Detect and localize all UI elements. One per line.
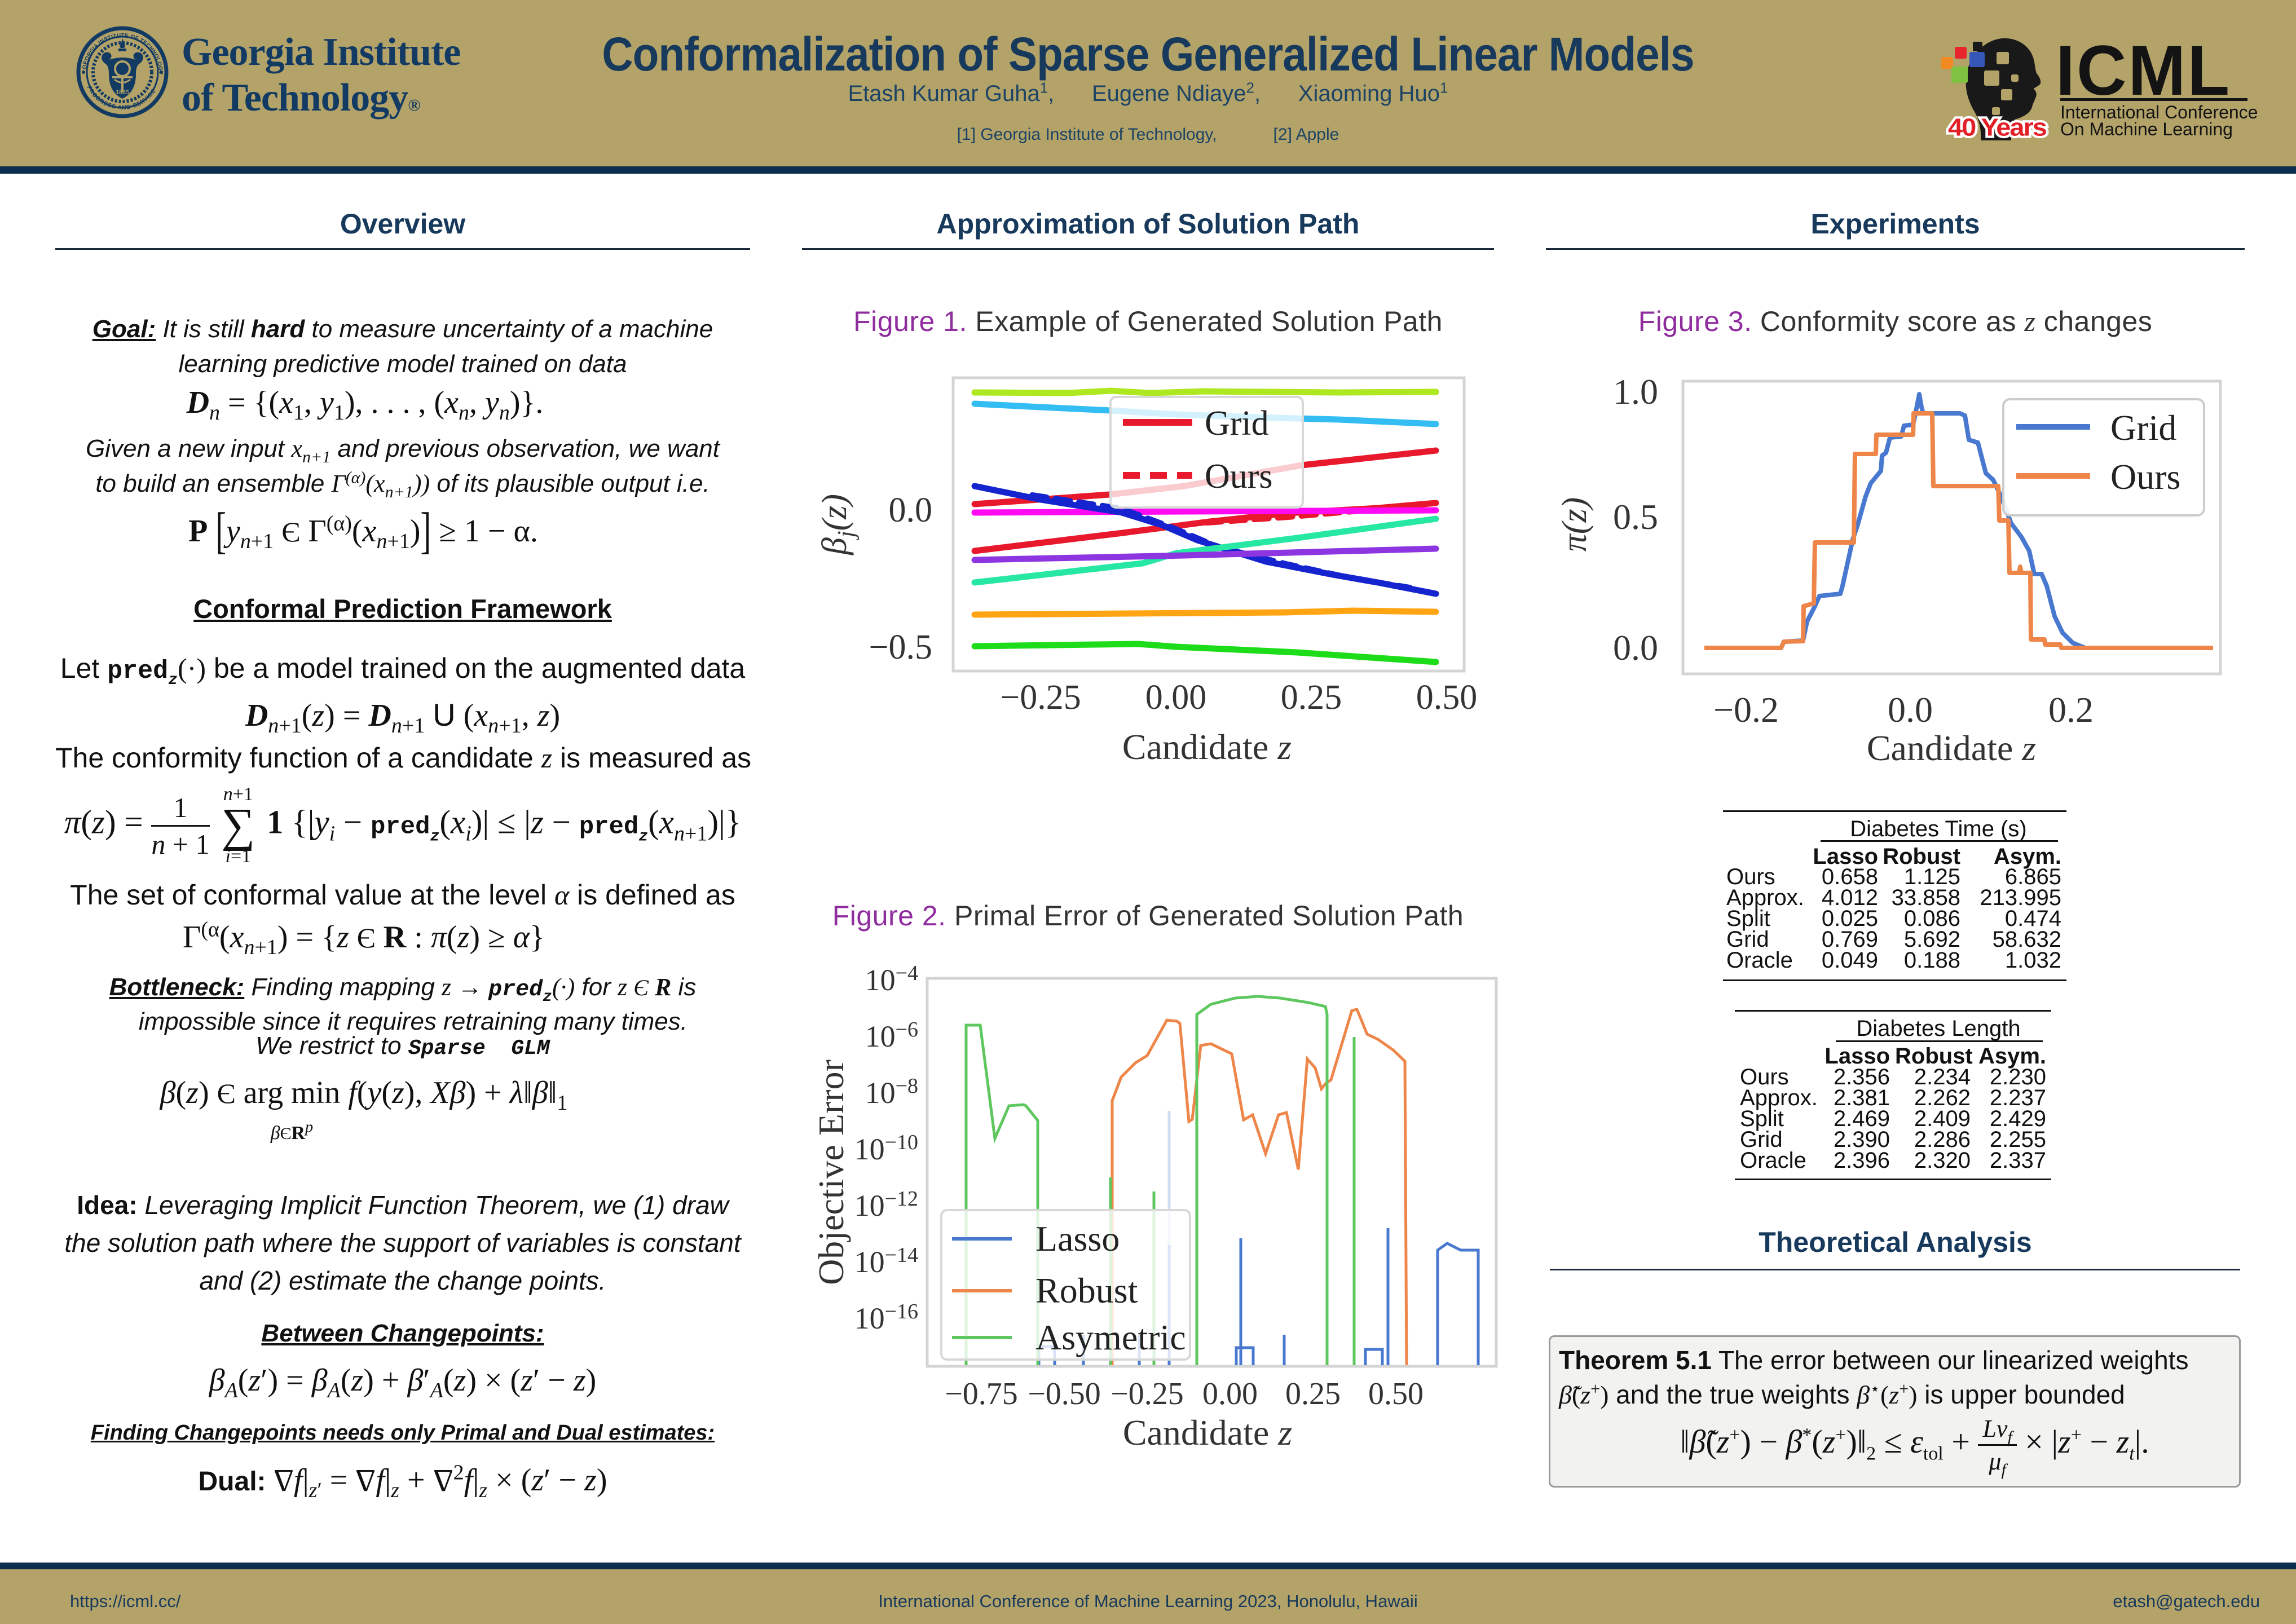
svg-text:−0.25: −0.25 [1000, 678, 1081, 717]
svg-text:0.00: 0.00 [1145, 678, 1207, 717]
svg-text:ICML: ICML [2056, 32, 2231, 110]
svg-text:−0.75: −0.75 [945, 1376, 1018, 1411]
svg-text:Candidate z: Candidate z [1122, 727, 1292, 767]
svg-text:0.5: 0.5 [1613, 497, 1658, 537]
svg-text:Objective Error: Objective Error [811, 1060, 851, 1285]
svg-text:10−6: 10−6 [865, 1018, 918, 1053]
svg-text:π(z): π(z) [1555, 497, 1594, 551]
svg-text:Grid: Grid [2110, 408, 2176, 448]
svg-text:0.0: 0.0 [1613, 628, 1658, 668]
svg-text:Robust: Robust [1035, 1270, 1138, 1310]
svg-text:0.25: 0.25 [1285, 1376, 1341, 1411]
svg-text:βj(z): βj(z) [816, 494, 860, 555]
svg-text:Candidate z: Candidate z [1867, 728, 2036, 767]
svg-text:−0.2: −0.2 [1713, 690, 1779, 730]
svg-text:0.0: 0.0 [889, 491, 933, 529]
svg-text:Candidate z: Candidate z [1123, 1413, 1292, 1453]
svg-text:Ours: Ours [1205, 457, 1273, 496]
svg-text:10−4: 10−4 [865, 961, 918, 997]
svg-text:10−8: 10−8 [865, 1074, 918, 1110]
svg-text:0.00: 0.00 [1202, 1376, 1258, 1411]
svg-text:10−14: 10−14 [854, 1243, 918, 1279]
svg-text:0.0: 0.0 [1888, 690, 1933, 730]
svg-text:−0.25: −0.25 [1110, 1376, 1184, 1411]
svg-text:0.2: 0.2 [2048, 690, 2094, 730]
svg-text:10−12: 10−12 [854, 1187, 918, 1223]
svg-text:International Conference: International Conference [2060, 102, 2258, 122]
svg-text:10−10: 10−10 [854, 1131, 918, 1166]
svg-text:0.50: 0.50 [1368, 1376, 1424, 1411]
svg-text:Lasso: Lasso [1035, 1219, 1120, 1259]
svg-text:1.0: 1.0 [1613, 372, 1658, 412]
svg-text:Ours: Ours [2110, 457, 2180, 497]
svg-text:On Machine Learning: On Machine Learning [2060, 119, 2233, 139]
svg-text:1885: 1885 [116, 88, 129, 96]
svg-text:Grid: Grid [1205, 404, 1269, 443]
svg-text:0.50: 0.50 [1416, 678, 1478, 717]
svg-text:−0.5: −0.5 [869, 628, 932, 667]
svg-text:40 Years: 40 Years [1948, 113, 2047, 141]
svg-text:Asymetric: Asymetric [1035, 1317, 1186, 1357]
svg-text:0.25: 0.25 [1281, 678, 1342, 717]
svg-text:10−16: 10−16 [854, 1300, 918, 1335]
svg-text:−0.50: −0.50 [1028, 1376, 1101, 1411]
